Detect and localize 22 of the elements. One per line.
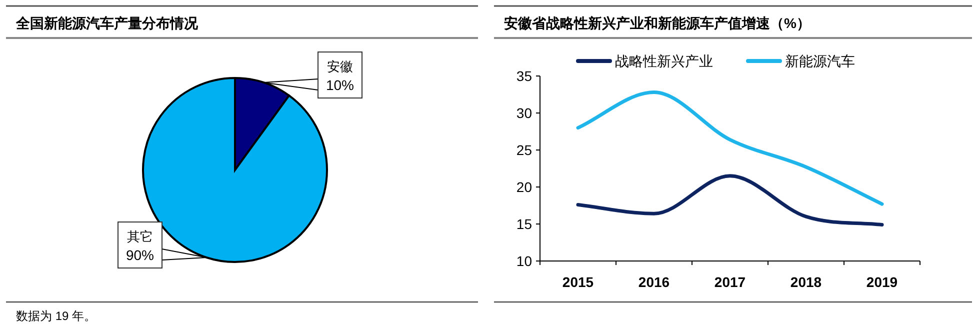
line-series (576, 174, 884, 226)
slice-label: 安徽 (327, 59, 353, 74)
y-tick-label: 30 (516, 105, 532, 121)
data-label: 90% (126, 247, 154, 263)
text: 数据为 19 年。 (16, 309, 96, 323)
legend-label: 战略性新兴产业 (615, 53, 713, 69)
y-tick-label: 25 (516, 142, 532, 158)
x-tick-label: 2019 (866, 274, 898, 290)
y-tick-label: 20 (516, 179, 532, 195)
y-tick-label: 15 (516, 216, 532, 232)
x-tick-label: 2016 (638, 274, 670, 290)
chart-title: 全国新能源汽车产量分布情况 (15, 15, 199, 31)
y-tick-label: 10 (516, 253, 532, 269)
y-tick-label: 35 (516, 68, 532, 84)
legend-label: 新能源汽车 (785, 53, 855, 69)
x-tick-label: 2015 (562, 274, 594, 290)
data-label: 10% (326, 77, 354, 93)
x-tick-label: 2017 (714, 274, 746, 290)
slice-label: 其它 (127, 229, 153, 244)
line-series (576, 90, 884, 206)
chart-title: 安徽省战略性新兴产业和新能源车产值增速（%） (504, 15, 810, 31)
x-tick-label: 2018 (790, 274, 822, 290)
